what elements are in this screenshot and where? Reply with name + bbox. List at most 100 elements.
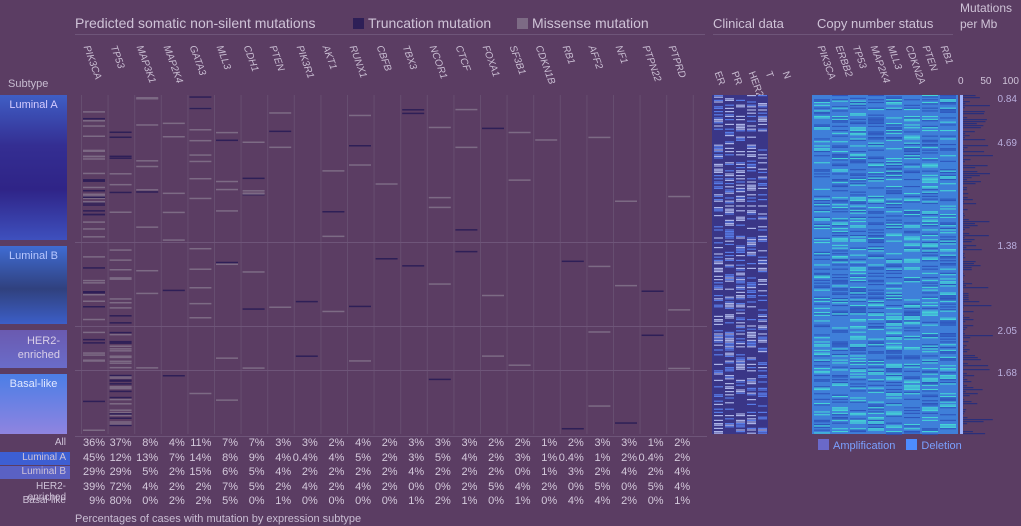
clinical-mark xyxy=(736,392,745,394)
clinical-mark xyxy=(725,175,734,177)
mutation-mark xyxy=(242,271,265,273)
copy-number-mark xyxy=(850,335,866,337)
clinical-mark xyxy=(736,218,745,220)
copy-number-mark xyxy=(814,398,830,400)
clinical-mark xyxy=(747,415,756,417)
clinical-mark xyxy=(736,431,745,433)
copy-number-mark xyxy=(868,109,884,111)
mut-rate-bar xyxy=(963,219,969,221)
mutation-mark xyxy=(269,146,292,149)
copy-number-mark xyxy=(814,254,830,256)
mutation-mark xyxy=(189,96,212,98)
copy-number-mark xyxy=(814,228,830,230)
copy-number-mark xyxy=(940,250,956,252)
copy-number-mark xyxy=(886,207,902,209)
mut-rate-bar xyxy=(963,149,965,151)
copy-number-mark xyxy=(814,387,830,389)
copy-number-mark xyxy=(832,173,848,175)
clinical-mark xyxy=(725,306,734,308)
copy-number-mark xyxy=(940,428,956,430)
copy-number-mark xyxy=(904,225,920,227)
copy-number-mark xyxy=(850,337,866,339)
clinical-mark xyxy=(714,175,723,177)
clinical-mark xyxy=(725,173,734,175)
clinical-mark xyxy=(736,195,745,197)
clinical-mark xyxy=(736,106,745,108)
copy-number-mark xyxy=(922,118,938,120)
copy-number-mark xyxy=(922,372,938,374)
clinical-mark xyxy=(747,333,756,335)
table-cell: 11% xyxy=(190,437,212,449)
copy-number-mark xyxy=(850,230,866,232)
copy-number-mark xyxy=(886,253,902,255)
copy-number-mark xyxy=(922,417,938,419)
copy-number-mark xyxy=(850,160,866,162)
column-divider xyxy=(666,95,668,434)
clinical-mark xyxy=(758,299,767,301)
copy-number-mark xyxy=(886,337,902,339)
copy-number-mark xyxy=(850,156,866,158)
copy-number-mark xyxy=(832,398,848,400)
mut-rate-bar xyxy=(963,377,965,379)
table-cell: 2% xyxy=(381,451,398,464)
copy-number-mark xyxy=(814,298,830,300)
copy-number-mark xyxy=(940,144,956,146)
copy-number-mark xyxy=(904,142,920,144)
table-cell: 4% xyxy=(301,480,318,493)
copy-number-mark xyxy=(886,277,902,279)
clinical-mark xyxy=(758,328,767,330)
table-cell: 1% xyxy=(541,437,558,449)
copy-number-mark xyxy=(904,387,920,389)
mut-rate-median: 1.68 xyxy=(998,368,1018,379)
copy-number-mark xyxy=(904,201,920,203)
mutation-mark xyxy=(83,221,105,223)
table-cell: 5% xyxy=(222,495,238,507)
clinical-mark xyxy=(714,408,723,410)
copy-number-mark xyxy=(922,373,938,375)
table-cell: 2% xyxy=(647,466,664,478)
mutation-mark xyxy=(428,378,451,381)
table-cell: 6% xyxy=(222,466,238,478)
copy-number-mark xyxy=(940,414,956,416)
mut-rate-bar xyxy=(963,349,970,351)
mutation-mark xyxy=(428,126,451,129)
mutation-mark xyxy=(162,239,185,241)
clinical-mark xyxy=(747,378,756,380)
copy-number-mark xyxy=(922,407,938,409)
table-cell: 4% xyxy=(275,451,292,464)
copy-number-mark xyxy=(940,228,956,230)
copy-number-mark xyxy=(868,158,884,160)
table-cell: 2% xyxy=(328,437,345,449)
table-cell: 0% xyxy=(514,466,531,478)
clinical-mark xyxy=(725,367,734,369)
mutation-mark xyxy=(295,355,318,357)
mutation-mark xyxy=(136,292,159,295)
mut-rate-bar xyxy=(963,117,968,119)
table-cell: 2% xyxy=(488,466,504,478)
copy-number-mark xyxy=(832,414,848,416)
clinical-mark xyxy=(714,323,723,325)
table-cell: 0% xyxy=(301,495,318,507)
clinical-mark xyxy=(714,170,723,172)
copy-number-mark xyxy=(850,390,866,392)
copy-number-mark xyxy=(940,278,956,280)
copy-number-mark xyxy=(832,293,848,295)
mutation-mark xyxy=(83,172,105,175)
clinical-mark xyxy=(747,296,756,298)
clinical-mark xyxy=(747,394,756,396)
clinical-mark xyxy=(725,147,734,149)
mutation-mark xyxy=(83,120,105,122)
mutation-mark xyxy=(109,348,132,350)
copy-number-mark xyxy=(886,204,902,206)
mutation-mark xyxy=(83,228,105,230)
copy-number-mark xyxy=(850,300,866,302)
mutation-mark xyxy=(83,202,105,204)
mutation-mark xyxy=(109,340,132,343)
clinical-mark xyxy=(714,373,723,375)
copy-number-mark xyxy=(886,433,902,435)
clinical-mark xyxy=(736,269,745,271)
table-cell: 2% xyxy=(541,480,558,493)
clinical-mark xyxy=(758,431,767,433)
table-cell: 2% xyxy=(674,437,691,449)
copy-number-mark xyxy=(868,211,884,213)
